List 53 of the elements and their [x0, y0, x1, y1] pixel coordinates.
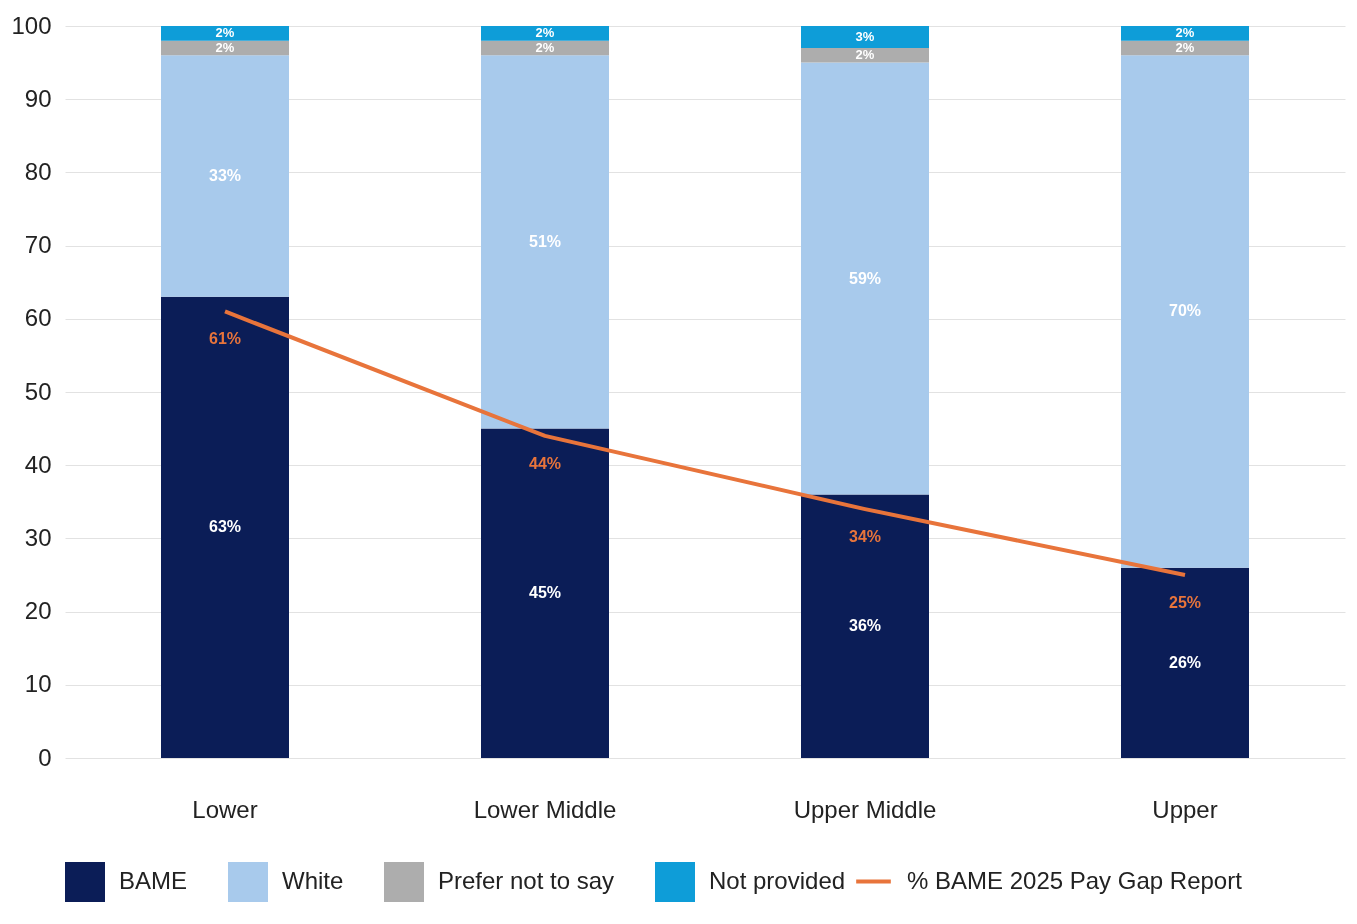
bar — [481, 55, 609, 429]
legend-label: % BAME 2025 Pay Gap Report — [907, 866, 1243, 894]
data-label: 3% — [855, 28, 875, 44]
bar — [801, 494, 929, 758]
bar — [161, 26, 289, 41]
y-tick-label: 0 — [38, 743, 52, 771]
bar — [801, 26, 929, 48]
data-label: 26% — [1168, 653, 1202, 671]
data-label: 61% — [208, 330, 242, 348]
y-tick-label: 10 — [24, 670, 52, 698]
y-tick-label: 50 — [24, 377, 52, 405]
data-label: 2% — [1175, 39, 1195, 55]
legend-label: Prefer not to say — [438, 867, 615, 894]
data-label: 45% — [528, 584, 562, 602]
data-label: 51% — [528, 232, 562, 250]
bar — [481, 26, 609, 41]
x-tick-label: Lower — [192, 795, 258, 823]
y-tick-label: 70 — [24, 231, 52, 259]
data-label: 34% — [848, 528, 882, 546]
y-tick-label: 40 — [24, 450, 52, 478]
y-tick-label: 30 — [24, 523, 52, 551]
bar — [801, 47, 929, 63]
x-tick-label: Upper Middle — [793, 795, 937, 823]
data-label: 70% — [1168, 302, 1202, 320]
y-tick-label: 60 — [24, 304, 52, 332]
bar — [161, 296, 289, 758]
bar — [1121, 567, 1249, 758]
y-tick-label: 80 — [24, 157, 52, 185]
legend-label: BAME — [119, 867, 188, 894]
bar — [1121, 55, 1249, 568]
data-label: 2% — [535, 39, 555, 55]
data-label: 59% — [848, 269, 882, 287]
legend-label: White — [282, 867, 344, 894]
data-label: 2% — [215, 39, 235, 55]
data-label: 33% — [208, 167, 242, 185]
data-label: 63% — [208, 518, 242, 536]
bar — [481, 428, 609, 758]
data-label: 2% — [855, 47, 875, 63]
data-label: 25% — [1168, 594, 1202, 611]
legend-label: Not provided — [709, 867, 846, 894]
y-tick-label: 90 — [24, 84, 52, 112]
bar — [801, 62, 929, 495]
x-tick-label: Lower Middle — [473, 795, 617, 823]
data-label: 2% — [535, 25, 555, 41]
bar — [1121, 26, 1249, 41]
bar — [161, 55, 289, 297]
data-label: 2% — [215, 25, 235, 41]
x-tick-label: Upper — [1152, 795, 1218, 823]
data-label: 36% — [848, 617, 882, 635]
y-tick-label: 20 — [24, 597, 52, 625]
data-label: 44% — [528, 454, 562, 472]
y-tick-label: 100 — [11, 11, 52, 39]
data-label: 2% — [1175, 25, 1195, 41]
